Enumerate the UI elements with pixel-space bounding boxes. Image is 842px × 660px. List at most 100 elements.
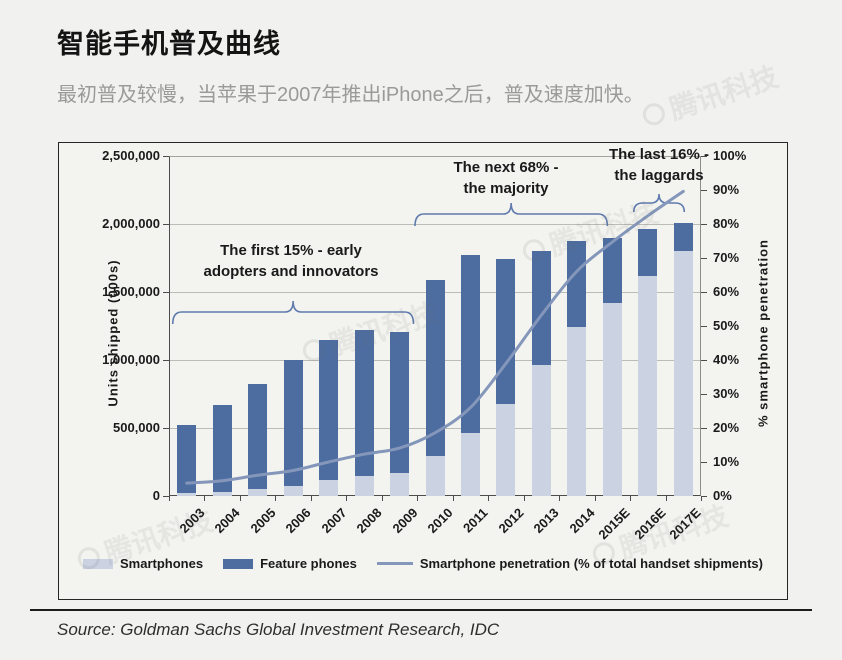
- y-axis-right-tick-label: 10%: [713, 454, 740, 469]
- bar-feature-phones-2009: [390, 332, 410, 473]
- y-axis-right-tick: [701, 393, 707, 395]
- bar-feature-phones-2014: [567, 241, 587, 328]
- legend-label-feature-phones: Feature phones: [260, 556, 357, 571]
- x-axis-tick: [523, 496, 525, 501]
- y-axis-left-tick-label: 500,000: [113, 420, 160, 435]
- y-axis-right-tick-label: 80%: [713, 216, 740, 231]
- legend-item-feature-phones: Feature phones: [223, 556, 357, 571]
- x-axis-tick: [701, 496, 702, 501]
- y-axis-left-tick: [163, 427, 169, 429]
- bar-feature-phones-2013: [531, 250, 551, 366]
- bar-feature-phones-2008: [354, 330, 374, 476]
- y-axis-right-tick: [701, 189, 707, 191]
- page-title: 智能手机普及曲线: [57, 29, 281, 59]
- bar-smartphones-2017E: [673, 251, 693, 496]
- page-subtitle: 最初普及较慢，当苹果于2007年推出iPhone之后，普及速度加快。: [57, 84, 644, 106]
- x-axis-tick: [665, 496, 667, 501]
- y-axis-right-tick: [701, 155, 707, 157]
- x-axis-tick: [275, 496, 277, 501]
- penetration-line-swatch-icon: [376, 562, 413, 565]
- x-axis-tick: [381, 496, 383, 501]
- x-axis-tick: [346, 496, 348, 501]
- bar-smartphones-2013: [531, 365, 551, 496]
- bar-smartphones-2012: [496, 403, 516, 496]
- bar-smartphones-2005: [248, 489, 268, 496]
- bar-feature-phones-2011: [460, 255, 480, 434]
- footer-divider: [30, 609, 812, 611]
- y-axis-left-tick-label: 1,500,000: [102, 284, 160, 299]
- x-axis-tick: [630, 496, 632, 501]
- y-axis-right-tick: [701, 325, 707, 327]
- legend-item-penetration: Smartphone penetration (% of total hands…: [376, 556, 763, 571]
- y-axis-left-tick-label: 1,000,000: [102, 352, 160, 367]
- bar-feature-phones-2016E: [638, 228, 658, 276]
- x-axis-tick: [239, 496, 241, 501]
- y-axis-right-tick: [701, 427, 707, 429]
- y-axis-left-tick: [163, 359, 169, 361]
- bar-feature-phones-2015E: [602, 237, 622, 303]
- y-axis-right-tick-label: 100%: [713, 148, 747, 163]
- bar-feature-phones-2005: [248, 384, 268, 490]
- bar-smartphones-2003: [177, 493, 197, 496]
- y-axis-left-tick-label: 0: [152, 488, 160, 503]
- y-axis-right-tick-label: 60%: [713, 284, 740, 299]
- y-axis-right-tick: [701, 257, 707, 259]
- y-axis-right-tick-label: 50%: [713, 318, 740, 333]
- y-axis-right-tick-label: 30%: [713, 386, 740, 401]
- bar-smartphones-2011: [460, 433, 480, 496]
- legend-label-penetration: Smartphone penetration (% of total hands…: [419, 556, 763, 571]
- tencent-logo-icon: [640, 100, 668, 129]
- y-axis-left-tick: [163, 155, 169, 157]
- y-axis-left-tick-label: 2,500,000: [102, 148, 160, 163]
- source-text: Source: Goldman Sachs Global Investment …: [57, 620, 500, 639]
- y-axis-right-tick-label: 90%: [713, 182, 740, 197]
- x-axis-tick: [559, 496, 561, 501]
- chart-legend: Smartphones Feature phones Smartphone pe…: [59, 556, 787, 571]
- bar-feature-phones-2003: [177, 425, 197, 494]
- bar-smartphones-2006: [283, 485, 303, 496]
- legend-label-smartphones: Smartphones: [120, 556, 204, 571]
- y-axis-right-title: % smartphone penetration: [755, 239, 771, 427]
- y-axis-left-tick: [163, 223, 169, 225]
- bar-feature-phones-2006: [283, 360, 303, 486]
- y-axis-left-tick: [163, 291, 169, 293]
- y-axis-right-tick-label: 0%: [713, 488, 732, 503]
- bar-smartphones-2014: [567, 327, 587, 496]
- feature-phones-swatch-icon: [223, 558, 254, 569]
- bar-feature-phones-2012: [496, 258, 516, 404]
- watermark: 腾讯科技: [637, 55, 783, 136]
- x-axis-tick: [488, 496, 490, 501]
- bar-smartphones-2015E: [602, 302, 622, 496]
- bar-smartphones-2016E: [638, 275, 658, 496]
- legend-item-smartphones: Smartphones: [83, 556, 203, 571]
- x-axis-tick: [204, 496, 206, 501]
- bar-feature-phones-2017E: [673, 222, 693, 252]
- x-axis-tick: [310, 496, 312, 501]
- x-axis-tick: [417, 496, 419, 501]
- bar-smartphones-2010: [425, 455, 445, 496]
- y-axis-left-tick: [163, 495, 169, 497]
- y-axis-right-tick-label: 40%: [713, 352, 740, 367]
- y-axis-right-tick: [701, 359, 707, 361]
- y-axis-left-title: Units shipped (000s): [105, 259, 121, 407]
- bar-feature-phones-2007: [319, 339, 339, 481]
- bar-smartphones-2008: [354, 475, 374, 496]
- bar-smartphones-2009: [390, 472, 410, 496]
- annotation-text-3: The last 16% - the laggards: [608, 146, 710, 184]
- y-axis-left-tick-label: 2,000,000: [102, 216, 160, 231]
- bar-feature-phones-2010: [425, 279, 445, 456]
- x-axis-tick: [169, 496, 170, 501]
- y-axis-right-tick-label: 20%: [713, 420, 740, 435]
- bar-smartphones-2007: [319, 480, 339, 496]
- x-axis-tick: [594, 496, 596, 501]
- chart-panel: 0 500,000 1,000,000 1,500,000 2,000,000 2,500…: [58, 142, 788, 600]
- y-axis-right-tick: [701, 495, 707, 497]
- annotation-text-1: The first 15% - early adopters and innov…: [203, 242, 379, 280]
- y-axis-right-tick: [701, 223, 707, 225]
- x-axis-tick: [452, 496, 454, 501]
- bar-smartphones-2004: [212, 491, 232, 496]
- chart-canvas: 0 500,000 1,000,000 1,500,000 2,000,000 2,500…: [59, 143, 787, 599]
- y-axis-right-tick-label: 70%: [713, 250, 740, 265]
- smartphones-swatch-icon: [83, 558, 114, 569]
